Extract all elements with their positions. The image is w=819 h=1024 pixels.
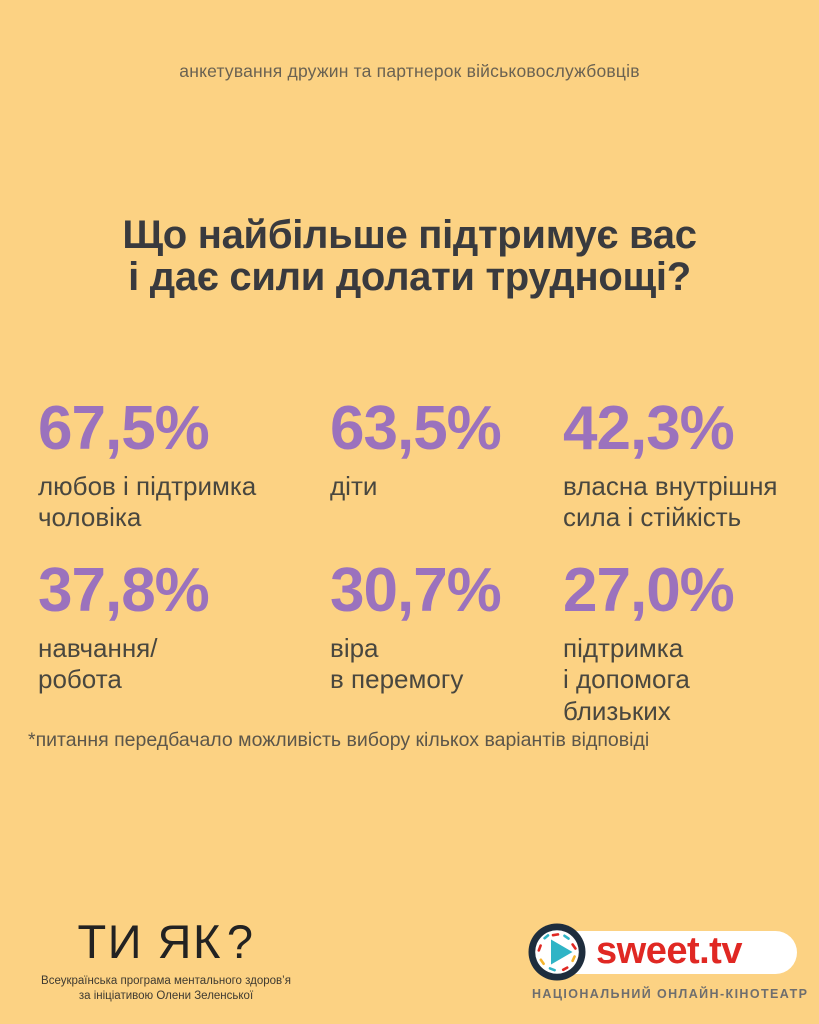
tiyak-question-mark: ? [226,915,255,968]
stat-value: 42,3% [563,394,735,463]
stats-grid: 67,5% любов і підтримка чоловіка 63,5% д… [38,398,809,727]
stat-label: діти [330,471,378,501]
sweettv-wordmark: sweet.tv [596,930,742,972]
tiyak-wordmark: ТИ ЯК? [30,916,302,968]
stat-item-help-of-close-ones: 27,0% підтримка і допомога близьких [563,560,809,727]
stat-label: віра в перемогу [330,633,464,695]
page-title: Що найбільше підтримує вас і дає сили до… [0,214,819,299]
stat-item-study-work: 37,8% навчання/ робота [38,560,330,727]
sweettv-logo: sweet.tv НАЦІОНАЛЬНИЙ ОНЛАЙН-КІНОТЕАТР [528,923,809,1001]
stat-item-children: 63,5% діти [330,398,563,560]
stat-label: власна внутрішня сила і стійкість [563,471,778,533]
stat-value: 63,5% [330,394,502,463]
tiyak-tagline-line-2: за ініціативою Олени Зеленської [78,989,254,1002]
tiyak-logo: ТИ ЯК? Всеукраїнська програма ментальног… [30,916,302,1004]
tiyak-tagline: Всеукраїнська програма ментального здоро… [30,974,302,1004]
title-line-1: Що найбільше підтримує вас [122,213,697,257]
stat-item-inner-strength: 42,3% власна внутрішня сила і стійкість [563,398,809,560]
tiyak-tagline-line-1: Всеукраїнська програма ментального здоро… [41,974,291,987]
sweettv-donut-play-icon [528,923,586,981]
stat-label: навчання/ робота [38,633,158,695]
survey-caption: анкетування дружин та партнерок військов… [179,61,640,81]
stat-value: 37,8% [38,556,210,625]
stat-label: любов і підтримка чоловіка [38,471,257,533]
footnote: *питання передбачало можливість вибору к… [28,729,650,751]
tiyak-wordmark-text: ТИ ЯК [77,915,222,968]
stat-value: 27,0% [563,556,735,625]
stat-item-faith-victory: 30,7% віра в перемогу [330,560,563,727]
sweettv-pill: sweet.tv [528,923,797,981]
stat-label: підтримка і допомога близьких [563,633,690,726]
stat-item-love-support: 67,5% любов і підтримка чоловіка [38,398,330,560]
sweettv-tagline: НАЦІОНАЛЬНИЙ ОНЛАЙН-КІНОТЕАТР [532,987,809,1001]
title-line-2: і дає сили долати труднощі? [128,255,691,300]
stat-value: 67,5% [38,394,210,463]
stat-value: 30,7% [330,556,502,625]
